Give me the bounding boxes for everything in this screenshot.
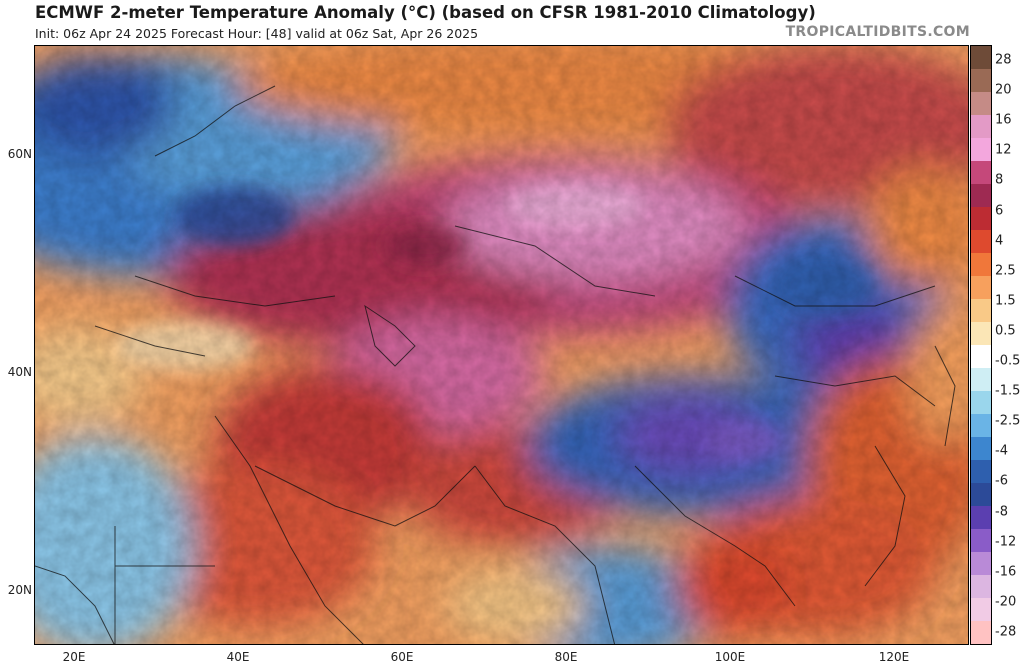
colorbar-swatch bbox=[971, 483, 991, 506]
colorbar-swatch bbox=[971, 460, 991, 483]
temperature-anomaly-map[interactable] bbox=[34, 45, 969, 645]
lat-label-60n: 60N bbox=[7, 147, 32, 161]
colorbar-swatch bbox=[971, 276, 991, 299]
colorbar-legend bbox=[970, 45, 992, 645]
colorbar-tick-label: -2.5 bbox=[995, 413, 1021, 429]
colorbar-swatch bbox=[971, 46, 991, 69]
map-title: ECMWF 2-meter Temperature Anomaly (°C) (… bbox=[35, 3, 816, 22]
colorbar-tick-label: 28 bbox=[995, 52, 1012, 68]
colorbar-tick-label: -0.5 bbox=[995, 353, 1021, 369]
colorbar-tick-label: 8 bbox=[995, 172, 1004, 188]
colorbar-tick-label: -6 bbox=[995, 473, 1008, 489]
colorbar-swatch bbox=[971, 253, 991, 276]
colorbar-swatch bbox=[971, 391, 991, 414]
lon-label-40e: 40E bbox=[226, 650, 250, 664]
colorbar-tick-label: -8 bbox=[995, 504, 1008, 520]
lon-label-120e: 120E bbox=[878, 650, 910, 664]
lon-label-100e: 100E bbox=[714, 650, 746, 664]
forecast-info: Init: 06z Apr 24 2025 Forecast Hour: [48… bbox=[35, 26, 479, 41]
colorbar-swatch bbox=[971, 414, 991, 437]
colorbar-swatch bbox=[971, 575, 991, 598]
colorbar-swatch bbox=[971, 138, 991, 161]
colorbar-swatch bbox=[971, 299, 991, 322]
lon-label-60e: 60E bbox=[390, 650, 414, 664]
colorbar-tick-label: -4 bbox=[995, 443, 1008, 459]
colorbar-swatch bbox=[971, 184, 991, 207]
colorbar-tick-label: -20 bbox=[995, 594, 1017, 610]
lon-label-80e: 80E bbox=[554, 650, 578, 664]
colorbar-tick-label: 1.5 bbox=[995, 293, 1016, 309]
colorbar-tick-label: -16 bbox=[995, 564, 1017, 580]
colorbar-tick-label: 12 bbox=[995, 142, 1012, 158]
colorbar-swatch bbox=[971, 92, 991, 115]
lat-label-20n: 20N bbox=[7, 583, 32, 597]
colorbar-tick-label: 16 bbox=[995, 112, 1012, 128]
colorbar-swatch bbox=[971, 207, 991, 230]
colorbar-swatch bbox=[971, 598, 991, 621]
colorbar-tick-label: 20 bbox=[995, 82, 1012, 98]
colorbar-tick-label: -1.5 bbox=[995, 383, 1021, 399]
colorbar-swatch bbox=[971, 506, 991, 529]
colorbar-swatch bbox=[971, 368, 991, 391]
colorbar-swatch bbox=[971, 322, 991, 345]
lat-label-40n: 40N bbox=[7, 365, 32, 379]
colorbar-swatch bbox=[971, 437, 991, 460]
colorbar-tick-label: 6 bbox=[995, 203, 1004, 219]
colorbar-swatch bbox=[971, 115, 991, 138]
colorbar-swatch bbox=[971, 161, 991, 184]
colorbar-swatch bbox=[971, 69, 991, 92]
colorbar-swatch bbox=[971, 345, 991, 368]
colorbar-swatch bbox=[971, 552, 991, 575]
colorbar-swatch bbox=[971, 621, 991, 644]
lon-label-20e: 20E bbox=[62, 650, 86, 664]
colorbar-tick-label: 2.5 bbox=[995, 263, 1016, 279]
brand-watermark[interactable]: TROPICALTIDBITS.COM bbox=[785, 24, 970, 40]
colorbar-tick-label: -28 bbox=[995, 624, 1017, 640]
colorbar-tick-label: -12 bbox=[995, 534, 1017, 550]
colorbar-tick-label: 4 bbox=[995, 233, 1004, 249]
colorbar-swatch bbox=[971, 529, 991, 552]
colorbar-swatch bbox=[971, 230, 991, 253]
colorbar-tick-label: 0.5 bbox=[995, 323, 1016, 339]
